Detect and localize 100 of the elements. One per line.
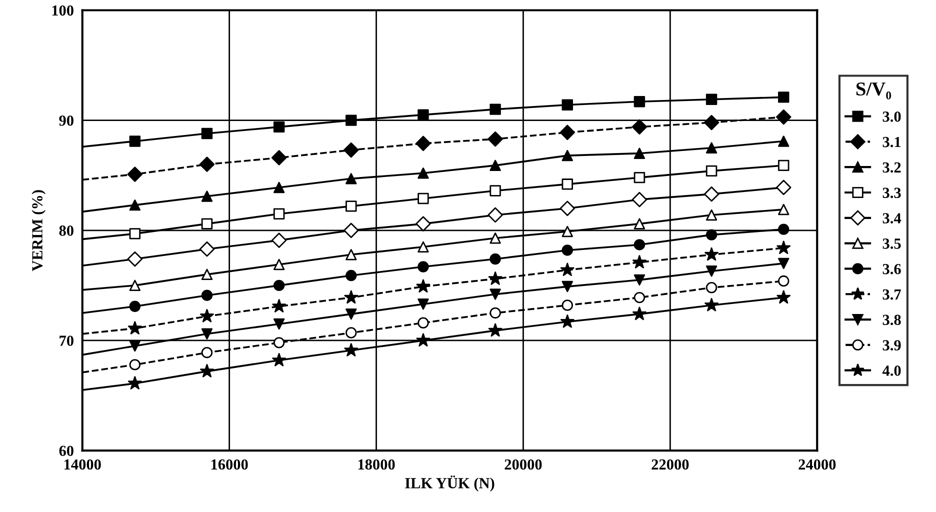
point bbox=[129, 228, 141, 240]
point bbox=[778, 136, 790, 147]
point bbox=[632, 119, 648, 135]
point bbox=[488, 323, 502, 337]
point bbox=[199, 241, 215, 257]
point bbox=[776, 290, 791, 304]
x-axis-title: ILK YÜK (N) bbox=[405, 476, 494, 492]
point bbox=[129, 340, 141, 352]
point bbox=[490, 307, 501, 319]
point bbox=[634, 292, 646, 304]
point bbox=[778, 160, 790, 172]
x-tick-label: 16000 bbox=[211, 459, 248, 470]
point bbox=[199, 156, 215, 172]
point bbox=[562, 244, 573, 256]
point bbox=[201, 290, 213, 301]
x-tick-label: 22000 bbox=[652, 459, 689, 470]
point bbox=[706, 229, 718, 240]
point bbox=[201, 268, 213, 280]
point bbox=[200, 364, 214, 378]
point bbox=[346, 200, 357, 212]
legend-label: 3.0 bbox=[882, 111, 901, 122]
point bbox=[490, 253, 501, 265]
point bbox=[201, 328, 213, 340]
point bbox=[488, 207, 503, 223]
point bbox=[706, 165, 718, 177]
point bbox=[562, 226, 573, 238]
legend-title: S/V₀ bbox=[856, 82, 892, 100]
y-tick-label: 80 bbox=[59, 226, 74, 236]
point bbox=[632, 306, 646, 320]
point bbox=[272, 299, 286, 312]
point bbox=[632, 255, 646, 268]
point bbox=[273, 182, 285, 194]
x-tick-label: 18000 bbox=[358, 459, 395, 470]
point bbox=[776, 240, 791, 254]
legend-label: 3.6 bbox=[882, 264, 901, 274]
point bbox=[416, 216, 431, 232]
point bbox=[488, 272, 502, 285]
point bbox=[416, 279, 430, 293]
point bbox=[129, 280, 141, 292]
point bbox=[346, 249, 357, 260]
point bbox=[201, 346, 213, 358]
point bbox=[272, 353, 286, 366]
point bbox=[490, 232, 501, 244]
point bbox=[704, 114, 720, 130]
point bbox=[344, 222, 359, 238]
point bbox=[418, 241, 429, 253]
point bbox=[562, 178, 573, 190]
legend-label: 3.5 bbox=[882, 238, 901, 249]
point bbox=[634, 239, 646, 250]
point bbox=[704, 186, 720, 202]
point bbox=[418, 192, 429, 204]
point bbox=[418, 168, 429, 179]
point bbox=[271, 232, 287, 248]
point bbox=[344, 142, 359, 158]
point bbox=[127, 166, 143, 182]
legend-label: 3.1 bbox=[882, 136, 901, 148]
legend-label: 3.4 bbox=[882, 213, 902, 224]
point bbox=[129, 359, 141, 370]
x-tick-label: 20000 bbox=[504, 459, 542, 470]
x-tick-label: 24000 bbox=[798, 459, 836, 470]
point bbox=[776, 109, 792, 125]
point bbox=[273, 280, 285, 292]
x-tick-label: 14000 bbox=[64, 459, 101, 470]
point bbox=[562, 300, 573, 311]
legend-label: 4.0 bbox=[882, 366, 901, 376]
point bbox=[490, 288, 501, 300]
point bbox=[490, 104, 501, 115]
point bbox=[127, 251, 143, 267]
legend-label: 3.8 bbox=[882, 314, 901, 326]
point bbox=[778, 224, 790, 235]
point bbox=[632, 192, 648, 208]
point bbox=[129, 199, 141, 211]
point bbox=[129, 136, 141, 147]
point bbox=[201, 128, 213, 140]
point bbox=[344, 343, 358, 356]
point bbox=[776, 180, 792, 196]
point bbox=[490, 160, 501, 172]
point bbox=[634, 148, 646, 159]
point bbox=[128, 321, 142, 334]
point bbox=[560, 124, 576, 140]
point bbox=[706, 94, 718, 106]
point bbox=[706, 142, 718, 154]
point bbox=[562, 99, 573, 111]
point bbox=[201, 218, 213, 230]
legend-label: 3.9 bbox=[882, 340, 901, 351]
point bbox=[129, 300, 141, 312]
point bbox=[704, 247, 719, 261]
legend-label: 3.3 bbox=[882, 188, 901, 198]
point bbox=[560, 262, 574, 276]
y-tick-label: 100 bbox=[52, 5, 74, 16]
point bbox=[273, 318, 285, 330]
y-tick-label: 60 bbox=[59, 446, 74, 456]
point bbox=[273, 258, 285, 270]
point bbox=[706, 209, 718, 221]
point bbox=[128, 376, 142, 390]
point bbox=[418, 317, 429, 328]
point bbox=[271, 150, 287, 166]
legend-label: 3.7 bbox=[882, 289, 901, 300]
point bbox=[418, 261, 429, 272]
point bbox=[704, 298, 719, 312]
